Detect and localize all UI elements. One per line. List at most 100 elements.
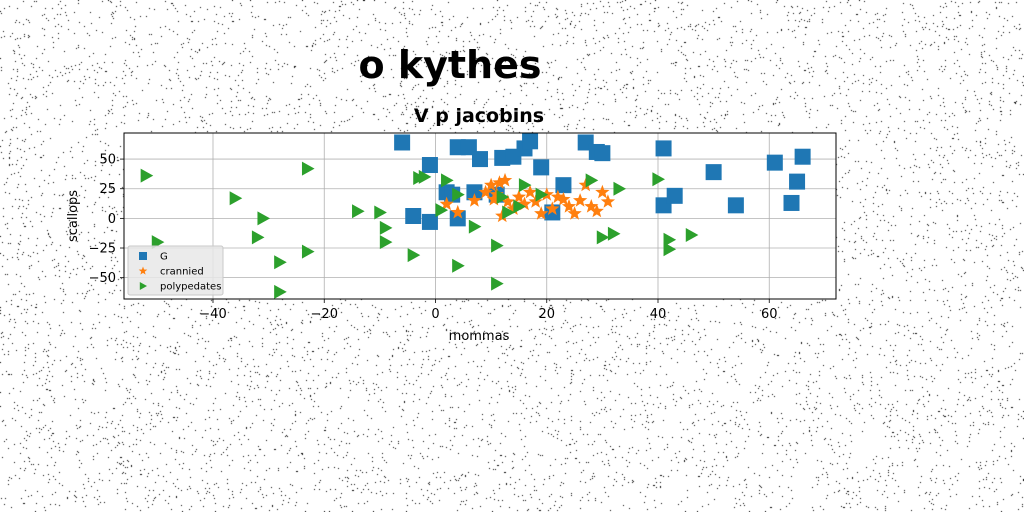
data-point [379,235,393,250]
data-point [472,151,488,168]
data-point [435,203,449,218]
data-point [502,205,515,220]
x-tick-label: −20 [311,307,338,322]
data-point [407,248,421,263]
data-point [352,204,365,219]
x-axis-label: mommas [449,329,510,344]
data-point [589,203,604,218]
x-tick-label: −40 [199,307,226,322]
data-point [663,242,677,257]
y-tick-label: 25 [99,182,116,197]
data-point [449,210,466,227]
data-point [421,157,438,174]
data-point [466,184,483,201]
data-point [257,211,271,226]
data-point [561,199,577,213]
data-point [596,230,610,245]
data-point [497,172,513,187]
data-point [467,193,482,207]
chart-suptitle: o kythes [359,43,542,87]
plot-frame [123,132,837,300]
axis-ticks: −40 −20 0 20 40 60 −50 −25 0 25 50 [89,153,778,322]
data-point [518,178,532,193]
legend-marker [139,282,147,290]
data-point [492,175,507,189]
data-point [394,134,411,151]
data-point [600,194,616,208]
legend-label: polypedates [160,282,221,293]
data-point [496,190,510,205]
data-point [556,191,571,206]
data-point [655,140,672,157]
data-point [274,284,287,299]
data-point [705,164,722,181]
data-point [500,194,515,208]
data-point [439,196,454,211]
data-point [555,177,572,194]
data-point [685,227,699,242]
data-point [491,276,504,291]
data-point [140,168,154,183]
data-point [789,173,806,190]
data-point [421,213,438,230]
legend-marker [139,252,147,260]
y-tick-label: −50 [89,271,116,286]
data-point [663,232,677,247]
data-point [491,238,504,253]
data-point [533,159,550,176]
data-point [452,187,465,202]
data-point [534,206,549,220]
data-point [379,220,393,235]
data-point [468,219,482,234]
legend-box [127,245,224,296]
chart-title: V p jacobins [414,105,544,127]
data-point [666,187,683,204]
y-tick-label: 50 [99,153,116,168]
data-point [405,208,422,224]
data-point [522,184,538,199]
data-marks [140,133,811,299]
data-point [584,199,599,213]
y-tick-label: −25 [89,242,116,257]
data-point [594,145,611,162]
x-tick-label: 0 [431,307,439,322]
data-point [573,193,588,207]
data-point [418,169,432,184]
y-tick-label: 0 [108,212,116,227]
data-point [484,177,499,192]
x-tick-label: 20 [538,307,555,322]
data-point [301,161,315,176]
data-point [545,201,560,215]
data-point [441,173,454,188]
data-point [522,133,539,150]
legend-marker [138,266,148,275]
data-point [251,230,265,245]
legend-label: G [160,252,168,263]
data-point [301,244,315,259]
data-point [613,181,627,196]
data-point [274,255,287,270]
data-point [517,196,532,211]
data-point [374,205,387,220]
y-axis-label: scallops [66,190,81,242]
data-point [511,189,527,204]
data-point [513,199,526,214]
data-point [607,226,621,241]
data-point [595,184,610,199]
data-point [478,184,493,199]
data-point [550,189,565,204]
data-point [229,191,243,206]
data-point [783,194,800,211]
data-point [727,197,744,214]
data-point [766,154,783,171]
data-point [535,187,549,202]
data-point [450,204,465,219]
data-point [585,173,599,188]
x-tick-label: 40 [650,307,667,322]
data-point [794,148,811,165]
x-tick-label: 60 [761,307,778,322]
data-point [567,206,582,220]
